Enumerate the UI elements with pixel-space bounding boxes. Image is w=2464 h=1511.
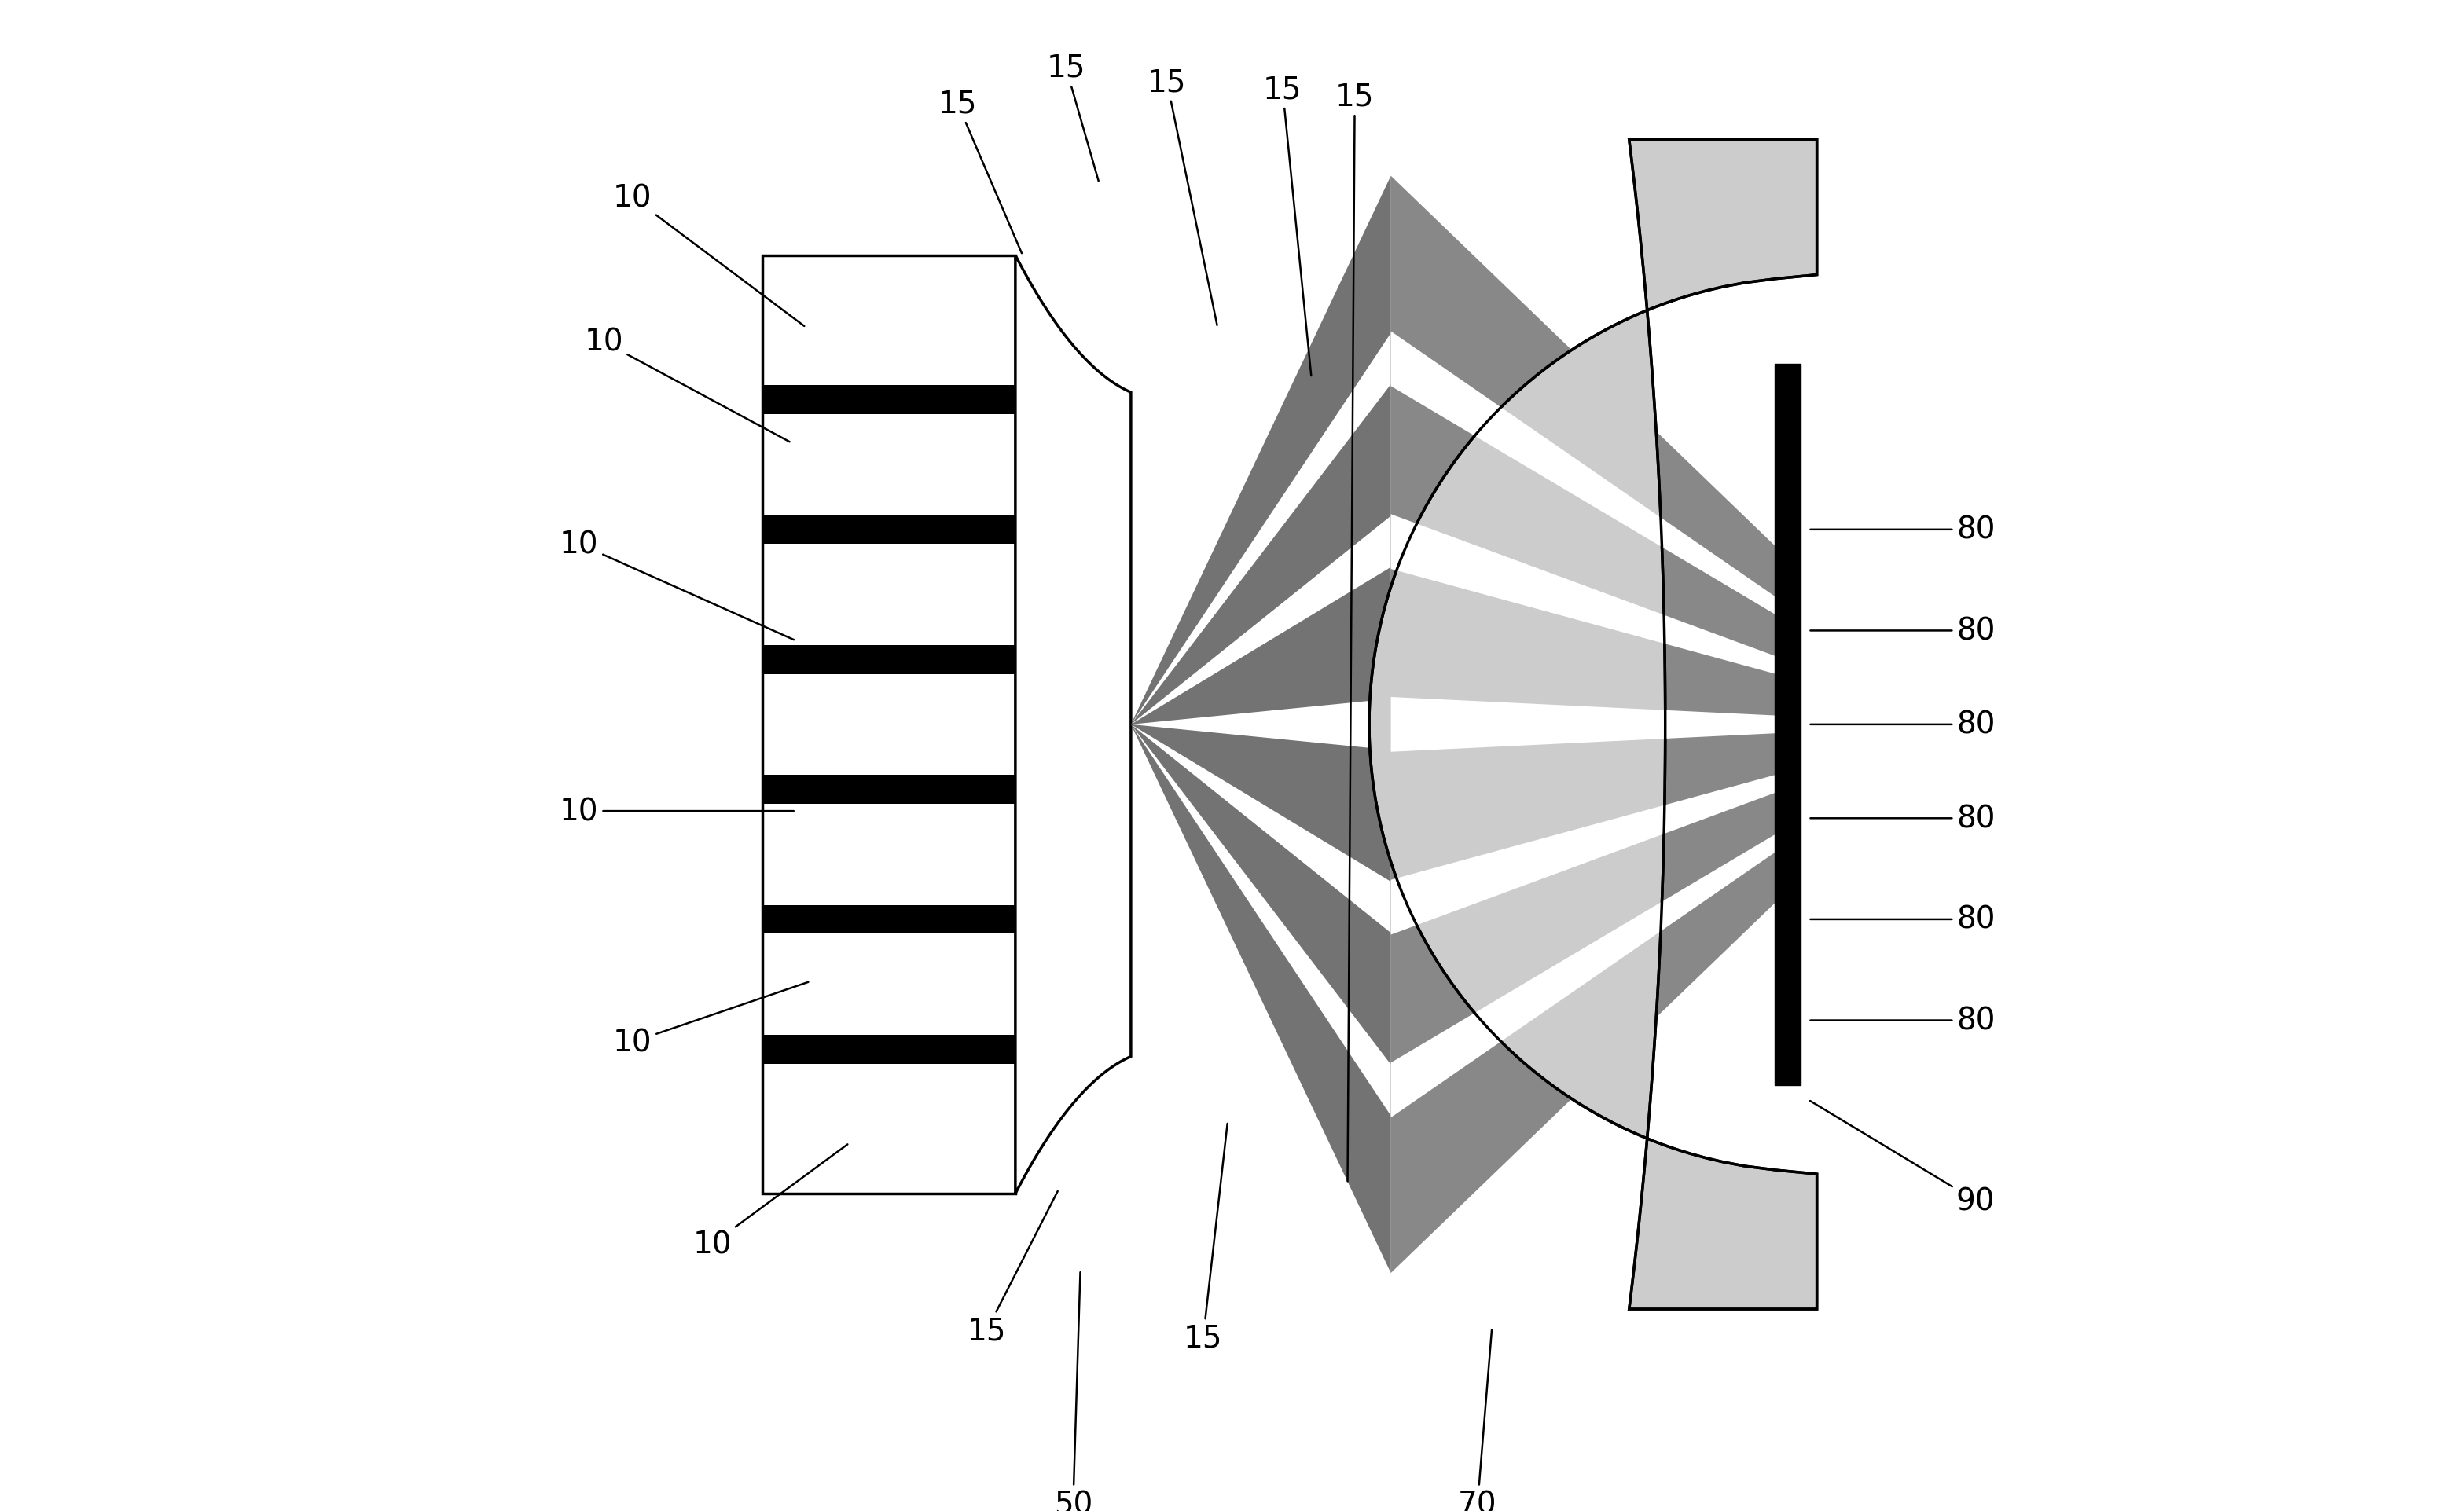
Text: 80: 80 — [1811, 616, 1996, 645]
Bar — [764, 515, 1015, 544]
Text: 15: 15 — [1047, 53, 1099, 181]
Text: 10: 10 — [614, 982, 808, 1058]
Polygon shape — [1390, 772, 1789, 935]
Text: 50: 50 — [1055, 1272, 1092, 1511]
Polygon shape — [1131, 700, 1390, 751]
Text: 80: 80 — [1811, 804, 1996, 834]
Polygon shape — [1131, 517, 1390, 725]
Text: 80: 80 — [1811, 1006, 1996, 1035]
Polygon shape — [1390, 827, 1789, 1118]
Polygon shape — [1131, 177, 1390, 1274]
Text: 15: 15 — [1183, 1124, 1227, 1352]
Bar — [764, 1035, 1015, 1064]
Text: 15: 15 — [966, 1191, 1057, 1346]
Bar — [764, 645, 1015, 674]
Polygon shape — [1390, 515, 1789, 678]
Text: 15: 15 — [1148, 68, 1217, 326]
Text: 70: 70 — [1459, 1330, 1498, 1511]
Polygon shape — [1390, 698, 1789, 752]
Text: 10: 10 — [559, 529, 793, 641]
Text: 80: 80 — [1811, 710, 1996, 740]
Polygon shape — [1390, 177, 1789, 1274]
Polygon shape — [1131, 725, 1390, 1117]
Text: 80: 80 — [1811, 515, 1996, 545]
Polygon shape — [1131, 334, 1390, 725]
Bar — [764, 255, 1015, 1194]
Polygon shape — [1131, 725, 1390, 934]
Bar — [1774, 364, 1801, 1085]
Text: 15: 15 — [1335, 82, 1375, 1182]
Text: 10: 10 — [614, 183, 803, 326]
Text: 90: 90 — [1811, 1102, 1996, 1216]
Text: 15: 15 — [1264, 76, 1311, 376]
Text: 10: 10 — [559, 796, 793, 827]
Text: 15: 15 — [939, 89, 1023, 254]
Bar — [764, 385, 1015, 414]
Bar — [764, 775, 1015, 804]
Polygon shape — [1390, 332, 1789, 623]
Polygon shape — [1015, 255, 1131, 1194]
Text: 10: 10 — [584, 328, 788, 443]
Text: 10: 10 — [692, 1144, 848, 1259]
Bar — [764, 905, 1015, 934]
Text: 80: 80 — [1811, 905, 1996, 934]
Polygon shape — [1390, 141, 1804, 1309]
Polygon shape — [1370, 141, 1816, 1309]
